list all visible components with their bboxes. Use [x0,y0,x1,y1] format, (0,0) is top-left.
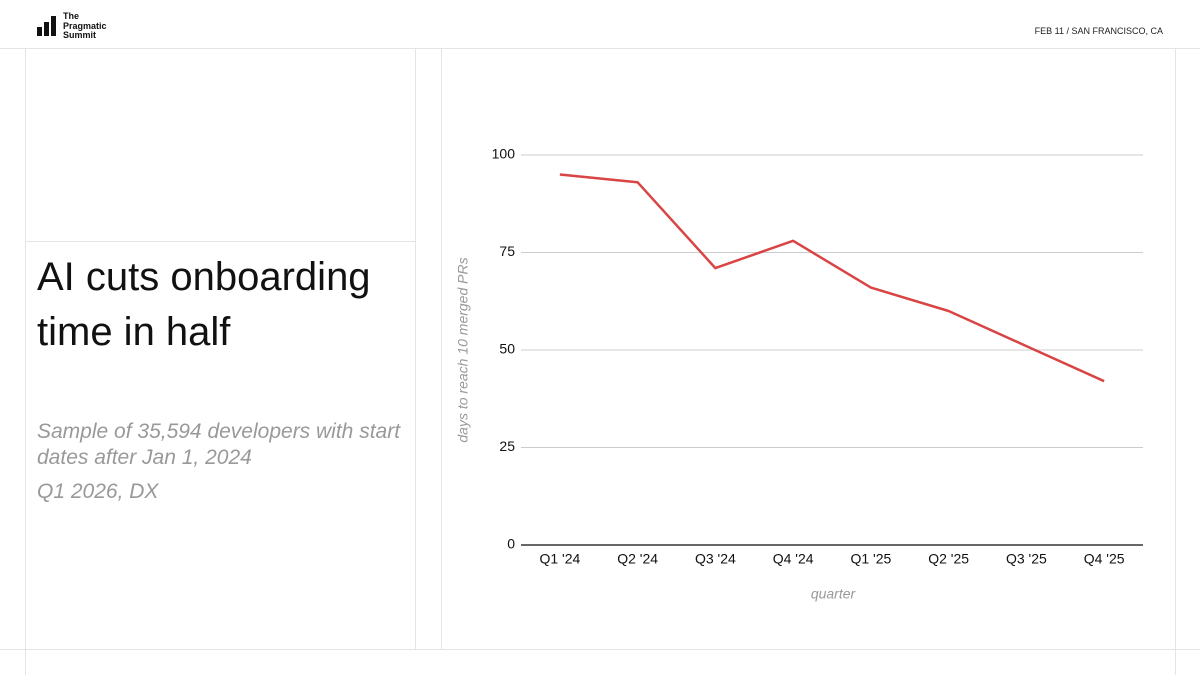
y-tick-label: 25 [499,438,515,454]
logo-line: The [63,11,80,21]
x-tick-label: Q3 '25 [1006,551,1047,567]
slide-title: AI cuts onboarding time in half [37,255,371,354]
data-line [559,173,1105,383]
x-tick-label: Q2 '25 [928,551,969,567]
divider [0,48,1200,49]
divider [25,48,26,675]
y-tick-label: 100 [492,146,516,162]
chart: quarter days to reach 10 merged PRs 0 25 5… [455,146,1143,602]
x-tick-label: Q4 '25 [1084,551,1125,567]
x-tick-label: Q4 '24 [773,551,814,567]
x-axis-label: quarter [811,586,857,602]
divider [25,241,415,242]
subtitle: Sample of 35,594 developers with start d… [37,420,401,469]
x-tick-label: Q2 '24 [617,551,658,567]
y-tick-label: 50 [499,341,515,357]
divider [1175,48,1176,675]
divider [415,48,416,649]
x-tick-label: Q1 '24 [539,551,580,567]
logo-text: The Pragmatic Summit [63,11,107,41]
logo-line: Summit [63,30,97,40]
y-tick-label: 75 [499,243,515,259]
logo-line: Pragmatic [63,20,107,31]
y-tick-label: 0 [507,536,515,552]
subtitle: Q1 2026, DX [37,480,159,503]
y-axis-label: days to reach 10 merged PRs [455,257,471,442]
divider [441,48,442,649]
x-tick-label: Q3 '24 [695,551,736,567]
divider [0,649,1200,650]
logo-icon [37,16,56,36]
event-info: FEB 11 / SAN FRANCISCO, CA [1034,26,1163,36]
x-tick-label: Q1 '25 [850,551,891,567]
